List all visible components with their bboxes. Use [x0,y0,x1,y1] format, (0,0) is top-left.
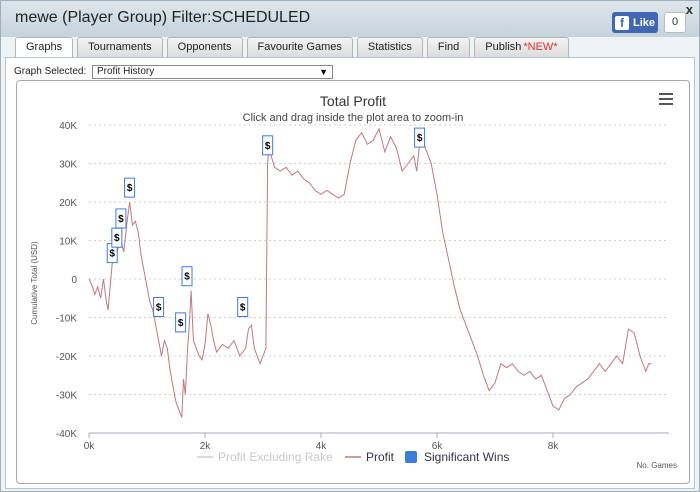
legend-label: Significant Wins [424,450,509,464]
chart-menu-icon[interactable] [659,93,673,105]
marker-label: $ [109,249,115,260]
x-tick-label: 2k [200,441,212,452]
facebook-like-count: 0 [664,12,686,33]
marker-flag [175,312,187,333]
significant-win-marker[interactable]: $ [153,297,165,317]
legend-swatch [405,451,417,463]
y-axis-ticks: 40K 30K 20K 10K 0 -10K -20K -30K -40K [56,121,78,440]
legend-label: Profit [366,450,395,464]
tab-bar: Graphs Tournaments Opponents Favourite G… [15,37,573,57]
tab-find[interactable]: Find [426,37,471,57]
chart-legend: Profit Excluding Rake Profit Significant W… [197,450,509,464]
chart-container[interactable]: Total Profit Click and drag inside the p… [16,80,690,484]
legend-item[interactable]: Profit Excluding Rake [197,450,333,464]
legend-item[interactable]: Profit [345,450,395,464]
significant-win-marker[interactable]: $ [262,135,274,156]
significant-win-marker[interactable]: $ [181,266,193,287]
tab-favourite-games[interactable]: Favourite Games [246,37,353,57]
tab-graphs[interactable]: Graphs [15,37,74,57]
x-tick-label: 4k [316,441,328,452]
marker-flag [414,127,426,148]
profit-chart[interactable]: Total Profit Click and drag inside the p… [17,81,689,483]
significant-win-marker[interactable]: $ [111,227,123,248]
tab-statistics[interactable]: Statistics [356,37,423,57]
significant-win-marker[interactable]: $ [414,127,426,148]
y-tick-label: -20K [56,352,77,363]
marker-label: $ [118,214,124,225]
y-axis-label: Cumulative Total (USD) [30,241,39,325]
significant-win-marker[interactable]: $ [175,312,187,333]
series-line-profit [88,127,652,418]
marker-label: $ [156,303,162,314]
y-tick-label: -10K [56,314,77,325]
title-bar: mewe (Player Group) Filter:SCHEDULED f L… [1,1,699,37]
significant-win-marker[interactable]: $ [124,177,136,198]
marker-label: $ [265,141,271,152]
marker-flag [181,266,193,287]
new-badge: *NEW* [523,41,558,53]
close-icon[interactable]: x [685,2,693,17]
marker-label: $ [127,183,133,194]
facebook-like-label: Like [633,16,656,29]
marker-flag [115,208,127,229]
x-tick-label: 6k [432,441,444,452]
x-tick-label: 0k [84,441,96,452]
tab-tournaments[interactable]: Tournaments [77,37,163,57]
marker-label: $ [417,133,423,144]
y-tick-label: 10K [59,237,77,248]
marker-flag [153,297,165,317]
grid-lines [89,124,669,434]
legend-label: Profit Excluding Rake [218,450,333,464]
marker-flag [124,177,136,198]
y-tick-label: -30K [56,391,77,402]
marker-label: $ [184,272,190,283]
graphs-panel: Graph Selected: Profit History ▼ Total P… [5,57,695,489]
graph-selected-label: Graph Selected: [14,66,87,77]
marker-flag [237,297,249,317]
significant-win-marker[interactable]: $ [237,297,249,317]
series-layer [88,127,652,418]
x-axis-ticks: 0k 2k 4k 6k 8k [84,433,560,452]
marker-label: $ [240,303,246,314]
facebook-icon: f [615,15,629,30]
tab-opponents[interactable]: Opponents [166,37,243,57]
dropdown-arrow-icon: ▼ [319,67,328,77]
x-axis-label: No. Games [637,461,677,470]
graph-select-value: Profit History [97,66,155,77]
tab-publish[interactable]: Publish *NEW* [474,37,569,57]
y-tick-label: 40K [59,121,77,132]
chart-title: Total Profit [320,93,386,109]
y-tick-label: -40K [56,429,77,440]
marker-label: $ [178,318,184,329]
marker-flag [262,135,274,156]
y-tick-label: 30K [59,160,77,171]
significant-win-marker[interactable]: $ [115,208,127,229]
legend-item[interactable]: Significant Wins [405,450,509,464]
chart-subtitle: Click and drag inside the plot area to z… [243,112,464,124]
x-tick-label: 8k [548,441,560,452]
significant-win-markers: $ $ $ $ $ $ $ $ $ $ [106,127,426,333]
y-tick-label: 20K [59,198,77,209]
graph-select-dropdown[interactable]: Profit History ▼ [92,65,333,79]
marker-label: $ [114,233,120,244]
facebook-like-button[interactable]: f Like [612,12,658,33]
window-title: mewe (Player Group) Filter:SCHEDULED [15,9,311,26]
y-tick-label: 0 [71,275,77,286]
